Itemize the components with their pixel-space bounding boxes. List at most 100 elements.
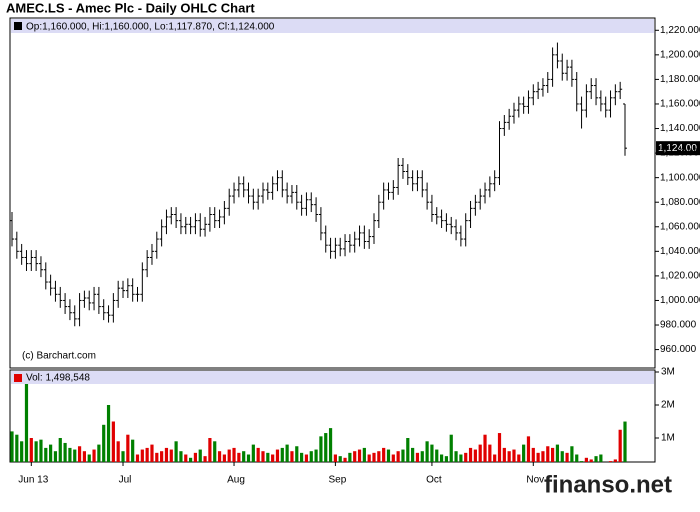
overlay: 1,124.00 finanso.net [528,141,700,502]
volume-bar [459,454,463,462]
volume-bar [362,447,366,462]
volume-bar [478,444,482,462]
volume-bar [377,451,381,462]
volume-bar [386,449,391,462]
price-panel [9,17,656,369]
volume-bar [333,454,337,462]
volume-bar [488,444,492,462]
y-tick-label: 1,180.000 [660,74,700,85]
volume-bar [579,461,584,462]
volume-bar [304,454,309,462]
volume-bar [382,447,386,462]
x-tick-label: Jul [119,475,132,486]
volume-bar [502,447,506,462]
volume-bar [169,449,173,462]
volume-bar [246,454,251,462]
volume-bar [324,433,328,462]
volume-bar [623,421,627,462]
x-tick-label: Jun 13 [18,475,48,486]
price-bars [10,42,627,327]
volume-bar [232,447,236,462]
volume-bar [155,452,159,462]
volume-bar [367,454,371,462]
volume-bar [295,446,299,462]
volume-bar [150,444,154,462]
volume-bar [507,451,511,462]
volume-bar [594,456,598,462]
volume-bar [280,447,284,462]
volume-bar [290,451,294,462]
volume-bar [68,447,72,462]
y-tick-label: 1,160.000 [660,99,700,110]
legend-band [11,19,654,33]
volume-bar [300,452,304,462]
volume-bar [570,446,574,462]
volume-bar [49,444,53,462]
last-price-label: 1,124.00 [658,143,697,154]
volume-bar [550,447,555,462]
y-tick-label: 1M [661,433,675,444]
x-tick-label: Oct [426,475,442,486]
volume-bar [256,447,260,462]
volume-bar [473,449,477,462]
volume-bar [242,451,246,462]
volume-bar [261,451,265,462]
last-price-box [656,141,700,156]
volume-bar [92,449,96,462]
volume-bar [198,449,202,462]
volume-bar [319,436,323,462]
volume-bar [338,456,342,462]
volume-bar [97,444,101,462]
y-tick-label: 980.000 [660,320,697,331]
volume-bar [406,438,410,462]
volume-bar [217,451,222,462]
volume-bar [425,441,429,462]
volume-bar [604,463,607,471]
volume-bar [145,447,149,462]
volume-bar [608,461,613,462]
volume-bar [435,449,439,462]
volume-bar [179,451,183,462]
volume-bar [63,442,67,462]
volume-bar [493,454,497,462]
volume-bar [213,441,217,462]
volume-band [11,371,654,384]
volume-bar [391,454,395,462]
y-tick-label: 1,000.000 [660,295,700,306]
volume-bar [420,451,424,462]
x-tick-label: Nov [526,475,544,486]
volume-bar [353,451,357,462]
volume-bar [348,452,352,462]
legend-swatch [14,22,22,30]
volume-bar [415,452,420,462]
volume-bar [512,449,516,462]
volume-bar [58,438,62,462]
volume-bar [565,452,569,462]
volume-bar [237,452,241,462]
volume-bar [208,438,212,462]
volume-bar [160,451,164,462]
volume-bar [517,454,521,462]
watermark: finanso.net [544,471,672,498]
volume-bar [468,447,473,462]
y-tick-label: 3M [661,367,675,378]
volume-bar [531,447,535,462]
volume-bar [555,444,560,462]
volume-bar [401,449,405,462]
volume-bar [10,431,14,462]
volume-bar [116,441,120,462]
volume-bar [275,449,280,462]
volume-bar [411,447,415,462]
y-tick-label: 1,220.000 [660,25,700,36]
volume-bars [10,384,627,471]
volume-bar [106,405,111,462]
volume-bar [121,451,125,462]
volume-bar [464,452,468,462]
volume-bar [20,441,24,462]
volume-bar [526,436,531,462]
volume-bar [111,421,115,462]
y-tick-label: 1,140.000 [660,123,700,134]
volume-legend: Vol: 1,498,548 [26,373,90,384]
volume-bar [73,449,77,462]
volume-bar [135,454,140,462]
